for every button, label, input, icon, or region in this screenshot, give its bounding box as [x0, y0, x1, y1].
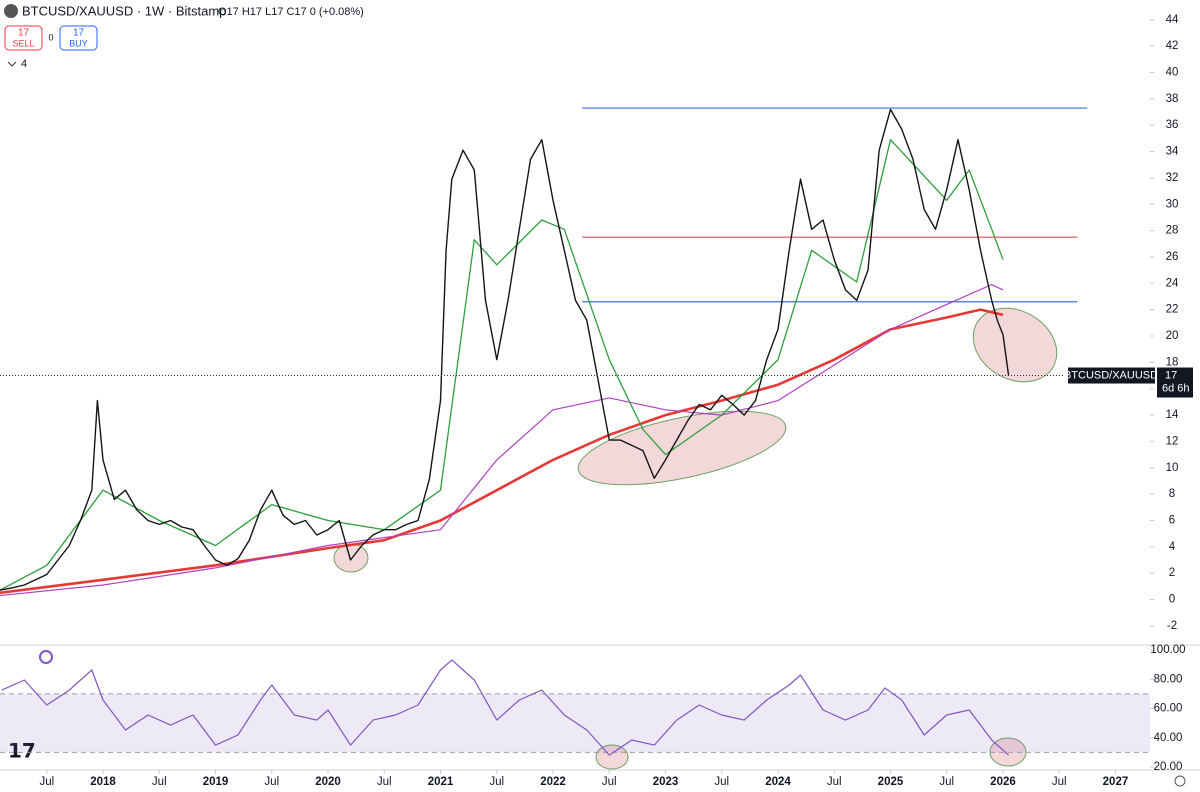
- x-tick-label: 2026: [990, 776, 1016, 788]
- annotation-ellipse: [333, 543, 369, 573]
- y-tick-label: 6: [1169, 514, 1175, 526]
- y-tick-label: 28: [1166, 225, 1179, 237]
- x-tick-label: Jul: [377, 776, 392, 788]
- price-label-box: [1068, 367, 1155, 384]
- x-tick-label: 2020: [315, 776, 341, 788]
- indicator-count: 4: [21, 58, 27, 70]
- x-tick-label: Jul: [39, 776, 54, 788]
- price-line: [0, 139, 1004, 591]
- price-label-value-box: [1157, 367, 1193, 398]
- y-tick-label: 32: [1166, 172, 1179, 184]
- buy-button-box[interactable]: [59, 25, 98, 51]
- y-tick-label: 40.00: [1154, 732, 1183, 744]
- y-tick-label: 2: [1169, 567, 1175, 579]
- x-tick-label: Jul: [939, 776, 954, 788]
- price-label-countdown: 6d 6h: [1162, 382, 1190, 394]
- price-line: [0, 284, 1004, 597]
- x-tick-label: 2022: [540, 776, 566, 788]
- sell-price[interactable]: 17: [18, 28, 30, 39]
- annotation-ellipse: [972, 307, 1058, 383]
- y-tick-label: 38: [1166, 93, 1179, 105]
- y-tick-label: 100.00: [1150, 644, 1185, 656]
- y-tick-label: 24: [1166, 277, 1179, 289]
- x-tick-label: Jul: [152, 776, 167, 788]
- y-tick-label: 36: [1166, 119, 1179, 131]
- y-tick-label: 26: [1166, 251, 1179, 263]
- y-tick-label: 4: [1169, 541, 1176, 553]
- x-tick-label: 2018: [90, 776, 116, 788]
- sell-label[interactable]: SELL: [12, 38, 34, 48]
- rsi-band: [0, 693, 1150, 753]
- x-tick-label: Jul: [714, 776, 729, 788]
- y-tick-label: 14: [1166, 409, 1179, 421]
- indicator-icon[interactable]: [39, 650, 53, 664]
- price-label-value: 17: [1165, 369, 1177, 381]
- y-tick-label: 18: [1166, 356, 1179, 368]
- y-tick-label: 34: [1166, 146, 1179, 158]
- sell-button-box[interactable]: [4, 25, 43, 51]
- y-tick-label: 20.00: [1154, 761, 1183, 773]
- y-tick-label: 42: [1166, 40, 1179, 52]
- settings-icon[interactable]: [1174, 775, 1186, 787]
- y-tick-label: 12: [1166, 435, 1179, 447]
- x-tick-label: Jul: [827, 776, 842, 788]
- x-tick-label: 2023: [653, 776, 679, 788]
- y-tick-label: 60.00: [1154, 703, 1183, 715]
- annotation-ellipse: [595, 744, 629, 770]
- buy-button[interactable]: 17 BUY: [59, 25, 98, 51]
- x-tick-label: 2019: [203, 776, 229, 788]
- x-tick-label: 2025: [878, 776, 904, 788]
- price-label-symbol: BTCUSD/XAUUSD: [1064, 369, 1158, 381]
- y-tick-label: 22: [1166, 304, 1179, 316]
- x-tick-label: 2021: [428, 776, 454, 788]
- symbol-title: BTCUSD/XAUUSD · 1W · Bitstamp: [22, 3, 226, 18]
- spread: 0: [48, 32, 53, 42]
- ohlc-readout: O17 H17 L17 C17 0 (+0.08%): [218, 6, 364, 18]
- rsi-line: [1, 659, 1009, 756]
- price-line: [0, 308, 1004, 595]
- y-tick-label: 80.00: [1154, 673, 1183, 685]
- price-line: [0, 108, 1010, 591]
- x-tick-label: Jul: [1052, 776, 1067, 788]
- y-tick-label: 10: [1166, 462, 1179, 474]
- annotation-ellipse: [577, 410, 787, 486]
- x-tick-label: Jul: [489, 776, 504, 788]
- y-tick-label: 40: [1166, 67, 1179, 79]
- tv-logo: 𝟭𝟳: [8, 740, 36, 762]
- buy-label[interactable]: BUY: [69, 38, 88, 48]
- collapse-icon[interactable]: [7, 61, 17, 67]
- buy-price[interactable]: 17: [73, 28, 85, 39]
- y-tick-label: 30: [1166, 198, 1179, 210]
- x-tick-label: 2024: [765, 776, 791, 788]
- symbol-icon: [4, 4, 18, 18]
- sell-button[interactable]: 17 SELL: [4, 25, 43, 51]
- y-tick-label: 8: [1169, 488, 1175, 500]
- x-tick-label: Jul: [602, 776, 617, 788]
- y-tick-label: 0: [1169, 594, 1175, 606]
- x-tick-label: Jul: [264, 776, 279, 788]
- y-tick-label: -2: [1167, 620, 1177, 632]
- y-tick-label: 44: [1166, 14, 1179, 26]
- x-tick-label: 2027: [1103, 776, 1129, 788]
- y-tick-label: 20: [1166, 330, 1179, 342]
